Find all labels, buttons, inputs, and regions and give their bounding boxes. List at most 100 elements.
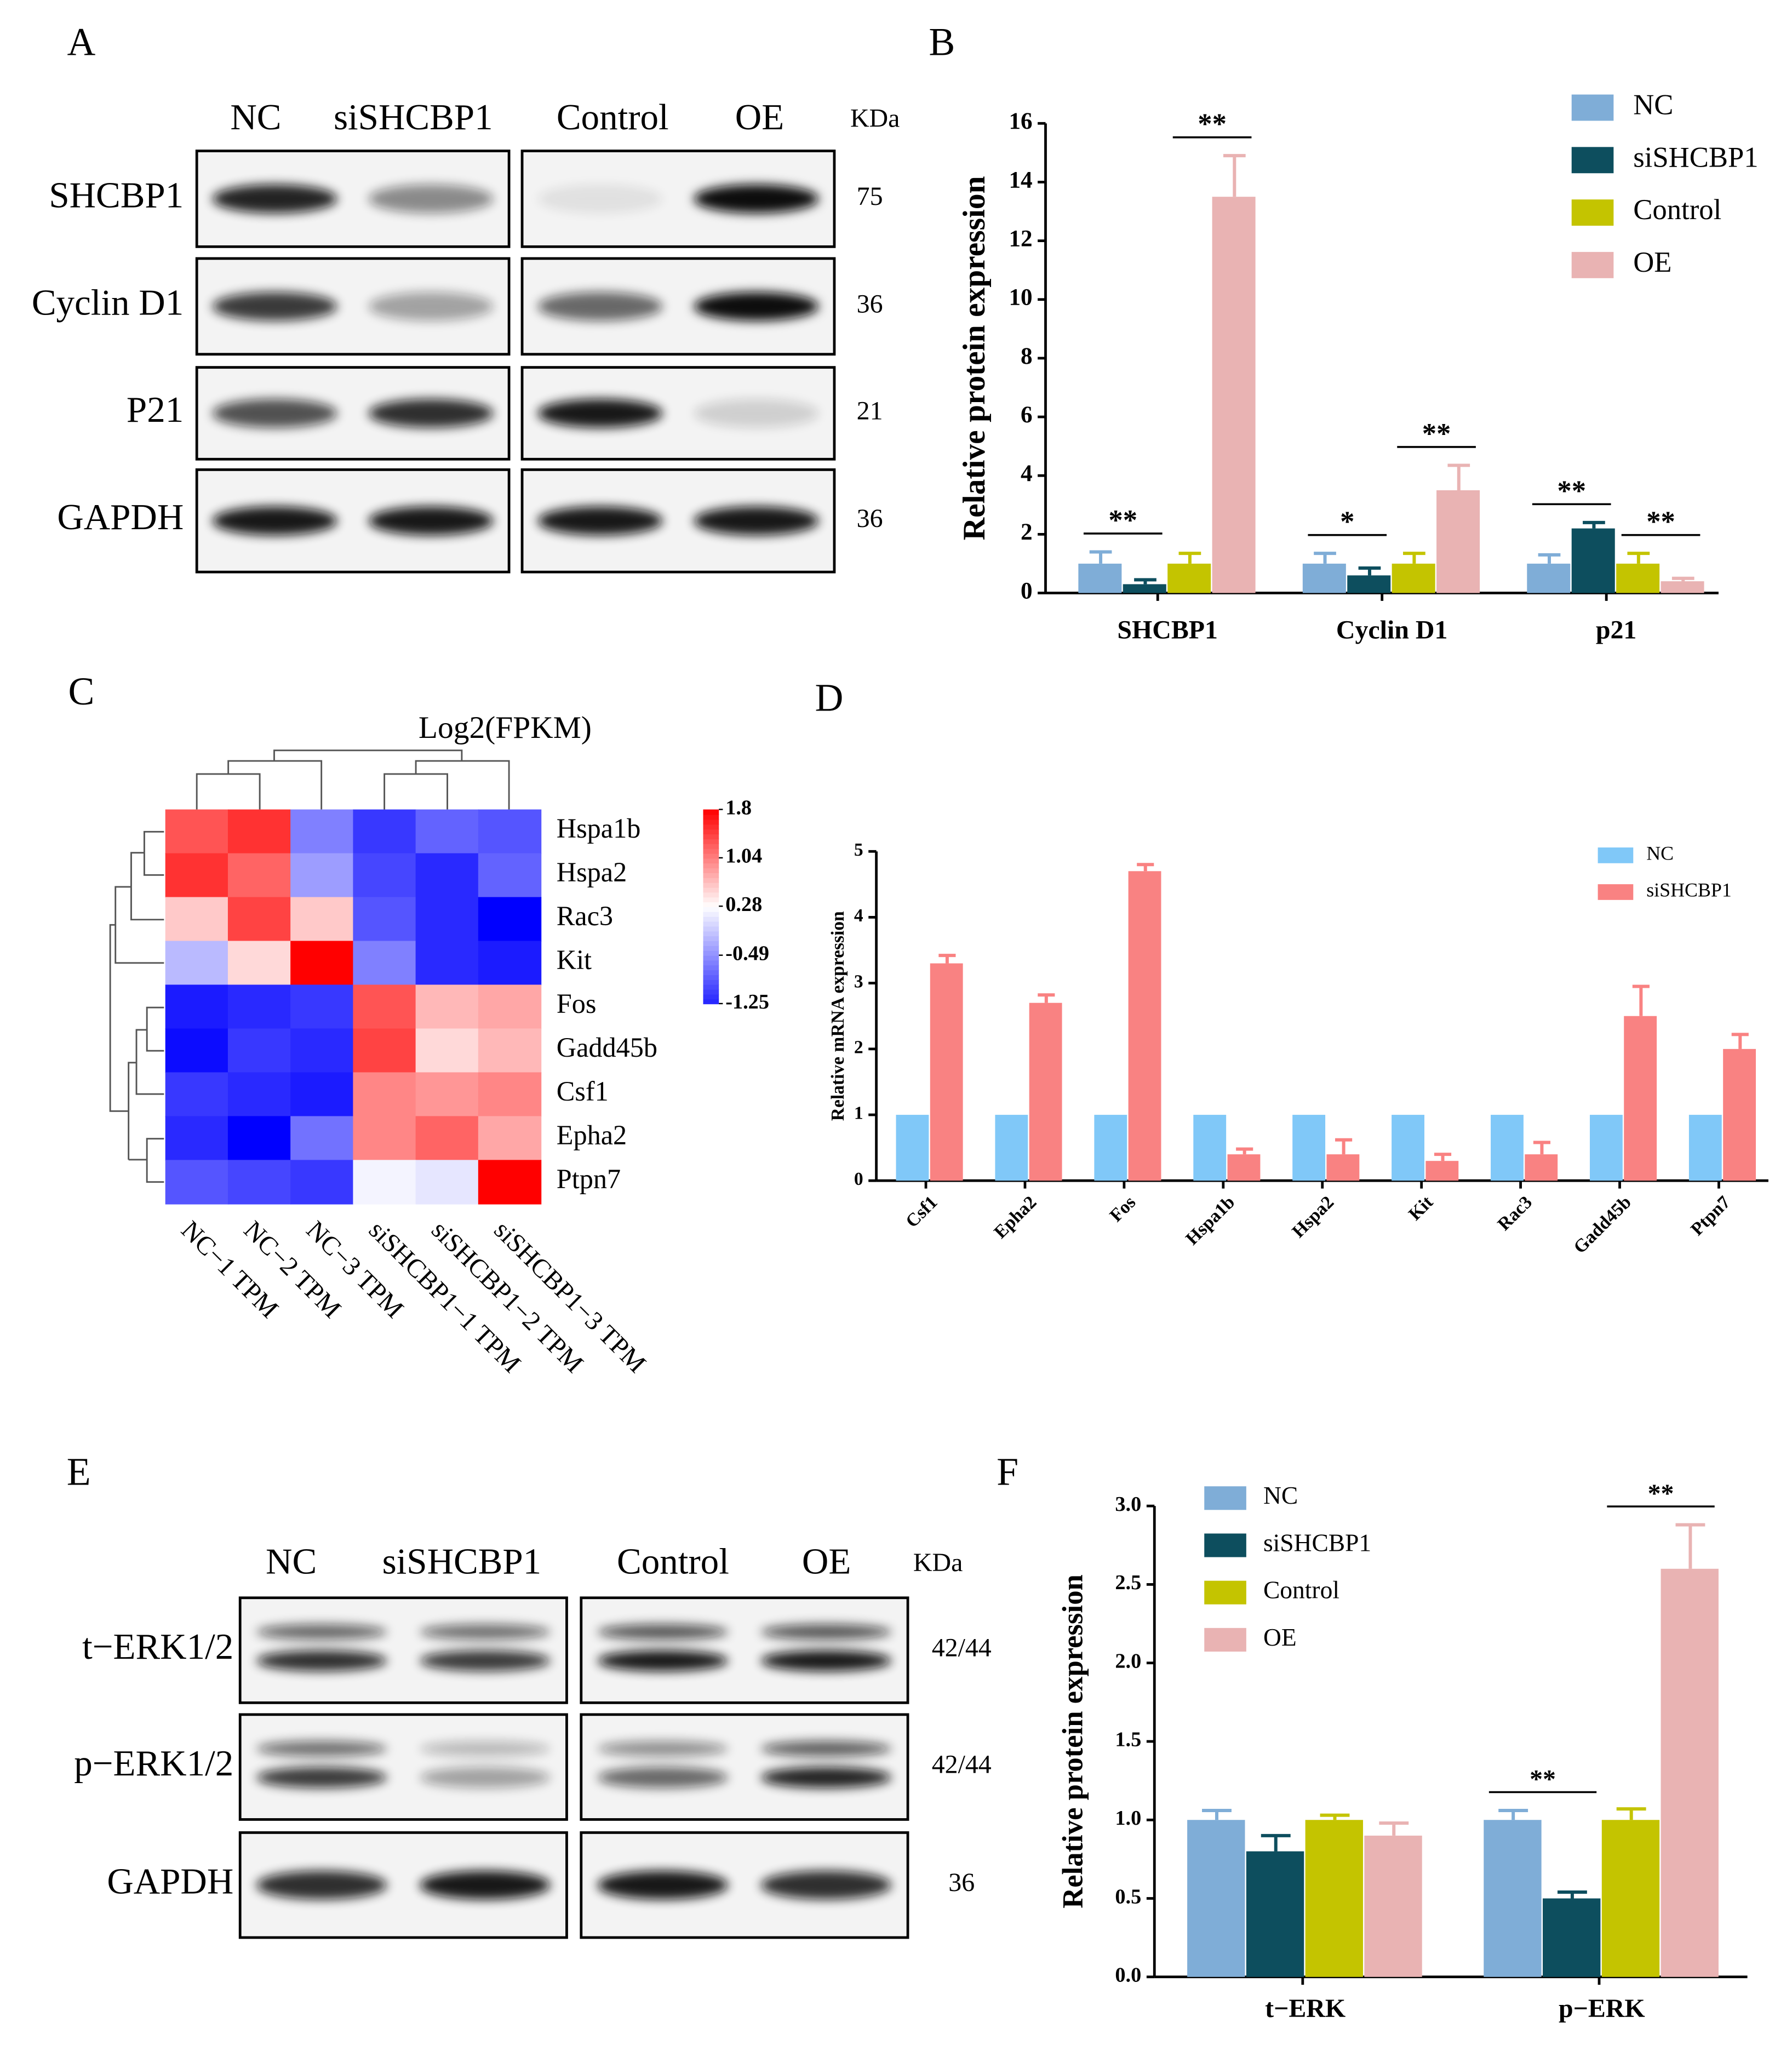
heatmap-cell (478, 853, 542, 898)
legend-label: siSHCBP1 (1633, 141, 1758, 173)
blot-band (760, 1870, 892, 1900)
error-bar (1632, 984, 1650, 1016)
y-tick-label: 1.5 (1115, 1728, 1141, 1751)
y-tick-label: 2 (854, 1038, 863, 1058)
blot-band (760, 1767, 892, 1788)
kda-label: 36 (948, 1868, 975, 1897)
blot-band (597, 1740, 729, 1757)
y-axis-label: Relative protein expression (1057, 1574, 1089, 1909)
error-bar (1616, 1807, 1646, 1820)
legend-swatch (1204, 1580, 1246, 1605)
heatmap-cell (227, 897, 291, 942)
heatmap-cell (165, 1116, 229, 1161)
heatmap-cell (415, 1160, 479, 1205)
lane-label: Control (617, 1540, 729, 1582)
y-tick-label: 6 (1021, 402, 1033, 428)
bar (1123, 584, 1166, 593)
bar (1425, 1161, 1459, 1181)
bar (1624, 1016, 1657, 1181)
legend-swatch (1571, 94, 1614, 121)
heatmap-cell (165, 941, 229, 985)
blot-band (537, 184, 663, 214)
bar (930, 963, 963, 1181)
heatmap-cell (353, 1160, 416, 1205)
significance-label: ** (1530, 1764, 1556, 1794)
kda-header: KDa (850, 104, 900, 133)
colorbar-segment (703, 814, 719, 820)
heatmap-cell (415, 809, 479, 854)
heatmap-cell (290, 1116, 354, 1161)
blot-band (597, 1624, 729, 1640)
colorbar-tick-label: 1.8 (725, 796, 752, 819)
bar (1484, 1820, 1542, 1977)
colorbar-segment (703, 824, 719, 830)
colorbar-segment (703, 863, 719, 869)
bar (1227, 1154, 1261, 1181)
kda-label: 36 (857, 289, 883, 318)
blot-band (420, 1740, 551, 1757)
error-bar (1358, 566, 1381, 576)
x-tick-label: t−ERK (1265, 1994, 1346, 2023)
panel-label: C (68, 669, 95, 713)
heatmap-cell (415, 941, 479, 985)
column-dendrogram (196, 749, 510, 810)
colorbar-segment (703, 872, 719, 878)
colorbar-segment (703, 916, 719, 922)
lane-label: NC (230, 96, 281, 137)
colorbar-segment (703, 877, 719, 883)
bar (1364, 1835, 1422, 1977)
blot-band (537, 291, 663, 321)
significance-label: ** (1557, 475, 1586, 507)
blot-band (420, 1870, 551, 1900)
bar (1688, 1115, 1722, 1181)
legend-swatch (1204, 1486, 1246, 1510)
heatmap-cell (353, 897, 416, 942)
x-tick-label: Cyclin D1 (1336, 615, 1447, 644)
blot-band (694, 291, 819, 321)
colorbar-segment (703, 819, 719, 825)
error-bar (1178, 552, 1201, 564)
legend-label: Control (1263, 1576, 1339, 1604)
heatmap-cell (290, 1028, 354, 1073)
colorbar-segment (703, 906, 719, 912)
y-axis-label: Relative protein expression (957, 176, 992, 540)
colorbar-segment (703, 960, 719, 966)
blot-band (212, 184, 337, 214)
bar (1616, 563, 1660, 593)
bar (1525, 1154, 1558, 1181)
blot-band (368, 291, 494, 321)
y-tick-label: 2.5 (1115, 1571, 1141, 1594)
bar (1661, 581, 1704, 593)
blot-band (420, 1767, 551, 1788)
kda-label: 42/44 (932, 1750, 992, 1779)
heatmap-cell (478, 984, 542, 1029)
significance-label: ** (1108, 505, 1137, 536)
heatmap-cell (165, 1028, 229, 1073)
bar (1187, 1820, 1245, 1977)
blot-band (256, 1650, 387, 1671)
blot-band (597, 1870, 729, 1900)
colorbar-segment (703, 926, 719, 932)
blot-band (420, 1624, 551, 1640)
error-bar (1335, 1138, 1353, 1155)
heatmap-cell (165, 809, 229, 854)
heatmap-cell (227, 809, 291, 854)
heatmap-cell (227, 941, 291, 985)
heatmap-cell (165, 897, 229, 942)
error-bar (1538, 553, 1561, 564)
error-bar (1557, 1890, 1587, 1899)
heatmap-cell (353, 941, 416, 985)
heatmap-cell (478, 1072, 542, 1117)
legend-label: OE (1633, 247, 1671, 278)
heatmap-cell (353, 1028, 416, 1073)
y-tick-label: 1 (854, 1103, 863, 1124)
heatmap-cell (165, 984, 229, 1029)
legend-swatch (1204, 1628, 1246, 1652)
colorbar-segment (703, 858, 719, 864)
blot-band (212, 399, 337, 428)
lane-label: OE (735, 96, 784, 137)
heatmap-cell (227, 1160, 291, 1205)
x-tick-label: p−ERK (1559, 1994, 1645, 2023)
kda-label: 75 (857, 182, 883, 211)
significance-label: ** (1198, 108, 1227, 140)
